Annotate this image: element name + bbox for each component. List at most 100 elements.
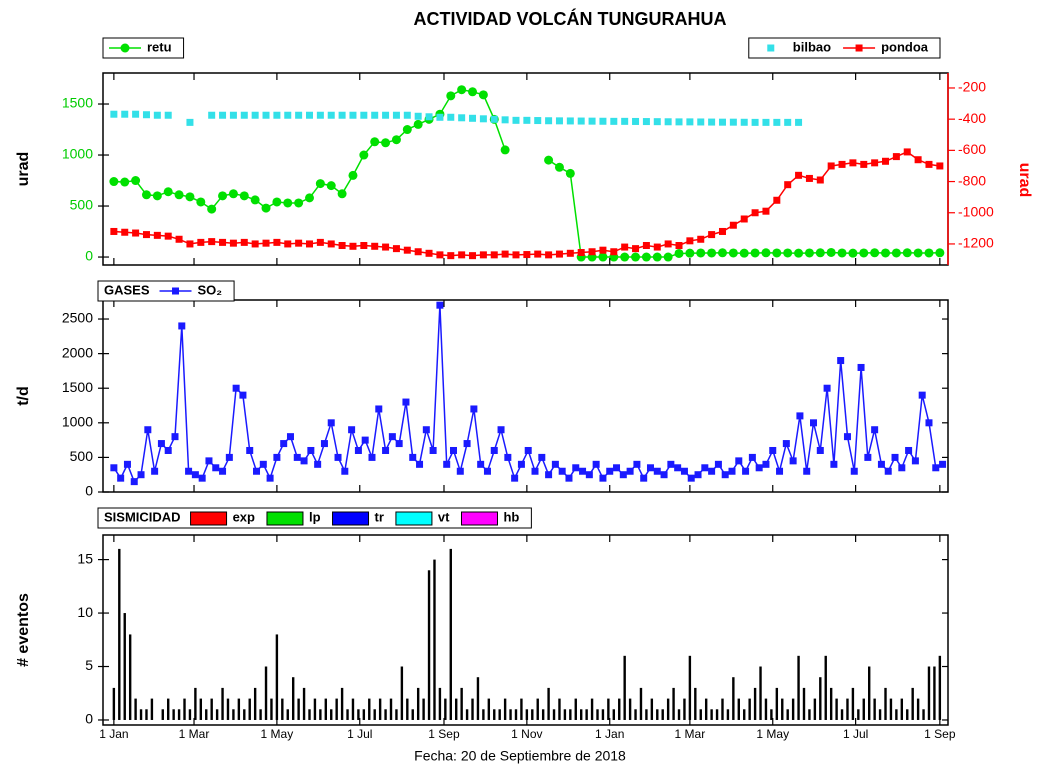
marker [458, 114, 466, 122]
marker [620, 252, 630, 262]
marker [294, 198, 304, 208]
bar [525, 709, 529, 720]
bar [433, 559, 436, 720]
x-tick-label: 1 Jan [595, 727, 624, 741]
marker [436, 251, 444, 259]
bar [704, 698, 708, 720]
y2-tick-label: -200 [958, 79, 986, 95]
bar [308, 709, 311, 720]
marker [219, 467, 227, 475]
marker [334, 453, 342, 461]
marker [349, 111, 357, 119]
marker [338, 242, 346, 250]
bar [226, 698, 230, 720]
bar [775, 687, 779, 720]
bar [357, 709, 360, 720]
marker [707, 248, 717, 258]
bar [112, 687, 116, 720]
marker [631, 252, 641, 262]
marker [239, 191, 249, 201]
legend-title: GASES [104, 282, 150, 297]
marker [810, 419, 818, 427]
marker [558, 467, 566, 475]
marker [755, 464, 763, 472]
marker [776, 467, 784, 475]
legend-label: lp [309, 509, 321, 524]
marker [579, 467, 587, 475]
marker [153, 231, 161, 239]
marker [391, 135, 401, 145]
marker [871, 426, 879, 434]
bar [319, 709, 322, 720]
marker [932, 464, 940, 472]
marker [196, 197, 206, 207]
marker [708, 467, 716, 475]
marker [748, 453, 756, 461]
y-tick-label: 2500 [62, 310, 93, 326]
bar [346, 709, 349, 720]
marker [463, 440, 471, 448]
marker [653, 118, 661, 126]
marker [534, 250, 542, 258]
marker [446, 91, 456, 101]
marker [120, 43, 130, 53]
bar [547, 687, 550, 720]
y2-tick-label: -400 [958, 110, 986, 126]
bar [857, 709, 860, 720]
marker [208, 238, 216, 246]
marker [739, 248, 749, 258]
marker [555, 117, 563, 125]
bar [683, 698, 686, 720]
marker [767, 44, 775, 52]
bar [764, 698, 768, 720]
marker [598, 252, 608, 262]
marker [728, 248, 738, 258]
marker [859, 248, 869, 258]
legend-label: exp [233, 509, 255, 524]
marker [680, 467, 688, 475]
marker [577, 249, 585, 257]
marker [382, 111, 390, 119]
bar [868, 666, 871, 720]
y-axis-label: # eventos [15, 593, 32, 667]
marker [613, 464, 621, 472]
marker [326, 181, 336, 191]
marker [925, 419, 933, 427]
bar [427, 570, 431, 720]
marker [599, 117, 607, 125]
marker [816, 446, 824, 454]
marker [784, 181, 792, 189]
bar [362, 709, 366, 720]
marker [815, 248, 825, 258]
marker [632, 117, 640, 125]
marker [784, 118, 792, 126]
marker [864, 453, 872, 461]
bar [378, 698, 382, 720]
marker [123, 460, 131, 468]
bar [487, 698, 491, 720]
bar [715, 709, 719, 720]
bar [275, 634, 279, 720]
marker [729, 221, 737, 229]
marker [490, 446, 498, 454]
bar [791, 698, 795, 720]
marker [936, 162, 944, 170]
bar [770, 709, 773, 720]
marker [729, 118, 737, 126]
marker [341, 467, 349, 475]
x-tick-label: 1 May [261, 727, 294, 741]
bar [672, 687, 675, 720]
bar [167, 698, 170, 720]
marker [903, 148, 911, 156]
marker [667, 460, 675, 468]
marker [305, 240, 313, 248]
bar [259, 709, 262, 720]
bar [281, 698, 284, 720]
plot-frame [102, 299, 949, 493]
bar [215, 709, 219, 720]
x-tick-label: 1 Nov [511, 727, 542, 741]
marker [251, 111, 259, 119]
bar [123, 613, 126, 720]
marker [185, 192, 195, 202]
marker [642, 118, 650, 126]
